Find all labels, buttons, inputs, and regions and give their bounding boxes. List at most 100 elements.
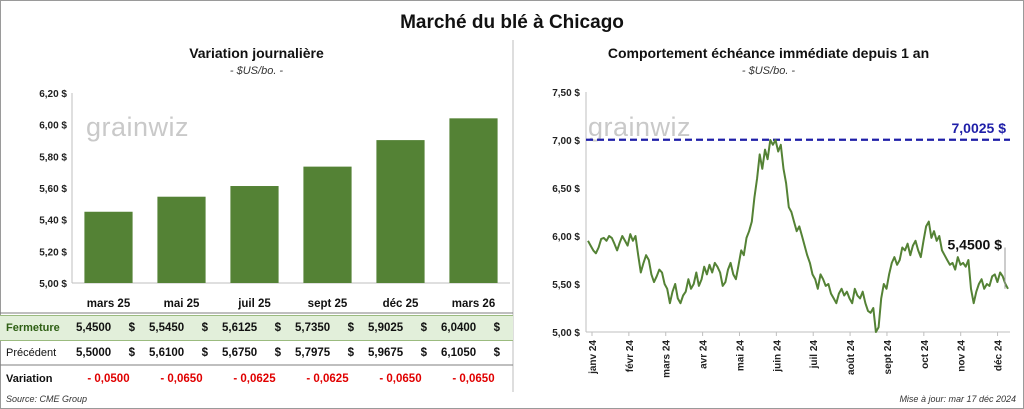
line-x-tick-label: janv 24 — [588, 340, 599, 375]
currency-sign: $ — [274, 347, 281, 359]
table-cell-value: - 0,0625 — [233, 373, 276, 385]
table-column-header: juil 25 — [237, 298, 271, 310]
table-row-label: Fermeture — [6, 322, 60, 334]
table-cell-value: 5,9025 — [368, 322, 404, 334]
table-cell-value: 6,0400 — [441, 322, 477, 334]
watermark-left: grainwiz — [86, 112, 190, 142]
line-y-tick-label: 5,50 $ — [552, 280, 580, 291]
currency-sign: $ — [347, 322, 354, 334]
line-x-tick-label: mars 24 — [662, 340, 673, 378]
table-column-header: mars 26 — [452, 298, 495, 310]
bar-y-tick-label: 6,20 $ — [39, 89, 67, 100]
currency-sign: $ — [201, 347, 208, 359]
table-cell: - 0,0650 — [441, 367, 506, 391]
table-row-precedent: Précédent 5,5000 $5,6100 $5,6750 $5,7975 $5,9… — [0, 341, 513, 365]
table-column-header: mars 25 — [87, 298, 131, 310]
left-chart-title: Variation journalière — [189, 45, 324, 61]
line-y-tick-label: 5,00 $ — [552, 328, 580, 339]
table-cell-value: 6,1050 — [441, 347, 477, 359]
bar — [303, 166, 352, 283]
table-column-header: mai 25 — [164, 298, 200, 310]
bar — [157, 196, 206, 283]
table-cell-value: 5,6100 — [149, 347, 185, 359]
table-cell: 6,1050 $ — [441, 341, 506, 365]
currency-sign: $ — [420, 322, 427, 334]
left-chart-unit: - $US/bo. - — [229, 65, 284, 77]
line-x-tick-label: oct 24 — [920, 340, 931, 369]
table-cell: - 0,0625 — [295, 367, 360, 391]
bar — [376, 140, 425, 283]
bar-y-tick-label: 5,40 $ — [39, 216, 67, 227]
table-row-fermeture: Fermeture 5,4500 $5,5450 $5,6125 $5,7350 $5,9… — [0, 315, 513, 341]
table-cell: 5,7975 $ — [295, 341, 360, 365]
table-cell: 5,6750 $ — [222, 341, 287, 365]
table-row-label: Précédent — [6, 347, 57, 359]
line-x-tick-label: nov 24 — [957, 340, 968, 372]
table-cell-value: 5,4500 — [76, 322, 112, 334]
table-row-label: Variation — [6, 373, 53, 385]
table-column-header: déc 25 — [383, 298, 419, 310]
bar — [449, 118, 498, 283]
page-title: Marché du blé à Chicago — [400, 12, 624, 33]
table-cell: 5,9025 $ — [368, 316, 433, 340]
bar-y-tick-label: 5,20 $ — [39, 247, 67, 258]
currency-sign: $ — [128, 322, 135, 334]
table-cell: 5,6100 $ — [149, 341, 214, 365]
bar-y-tick-label: 5,60 $ — [39, 184, 67, 195]
table-cell: - 0,0500 — [76, 367, 141, 391]
line-x-tick-label: sept 24 — [883, 340, 894, 375]
table-row-variation: Variation - 0,0500 - 0,0650 - 0,0625 - 0,062… — [0, 367, 513, 391]
currency-sign: $ — [274, 322, 281, 334]
table-cell-value: - 0,0500 — [87, 373, 130, 385]
line-x-tick-label: févr 24 — [625, 340, 636, 373]
price-series-line — [587, 139, 1009, 333]
table-cell: - 0,0650 — [149, 367, 214, 391]
table-cell-value: 5,5000 — [76, 347, 112, 359]
currency-sign: $ — [201, 322, 208, 334]
line-x-tick-label: avr 24 — [699, 340, 710, 369]
currency-sign: $ — [493, 347, 500, 359]
table-cell-value: 5,5450 — [149, 322, 185, 334]
table-cell-value: - 0,0650 — [379, 373, 422, 385]
currency-sign: $ — [420, 347, 427, 359]
bar-y-tick-label: 5,80 $ — [39, 152, 67, 163]
line-x-tick-label: déc 24 — [994, 340, 1005, 372]
line-x-tick-label: juin 24 — [772, 340, 783, 373]
currency-sign: $ — [493, 322, 500, 334]
right-chart-title: Comportement échéance immédiate depuis 1… — [607, 45, 930, 61]
table-cell-value: - 0,0650 — [452, 373, 495, 385]
table-cell-value: 5,9675 — [368, 347, 404, 359]
table-cell: - 0,0625 — [222, 367, 287, 391]
line-y-tick-label: 7,00 $ — [552, 136, 580, 147]
bar-y-tick-label: 6,00 $ — [39, 121, 67, 132]
line-x-tick-label: août 24 — [846, 340, 857, 375]
table-cell: 5,5000 $ — [76, 341, 141, 365]
table-cell: 5,6125 $ — [222, 316, 287, 340]
max-value-label: 7,0025 $ — [952, 120, 1007, 136]
table-cell: 5,7350 $ — [295, 316, 360, 340]
line-y-tick-label: 6,00 $ — [552, 232, 580, 243]
line-y-tick-label: 7,50 $ — [552, 88, 580, 99]
right-chart-unit: - $US/bo. - — [741, 65, 796, 77]
table-cell-value: 5,7350 — [295, 322, 331, 334]
table-cell-value: - 0,0625 — [306, 373, 349, 385]
currency-sign: $ — [347, 347, 354, 359]
line-y-tick-label: 6,50 $ — [552, 184, 580, 195]
table-cell: 5,5450 $ — [149, 316, 214, 340]
bar — [84, 211, 133, 283]
table-cell-value: 5,6750 — [222, 347, 258, 359]
bar-y-tick-label: 5,00 $ — [39, 279, 67, 290]
table-cell-value: - 0,0650 — [160, 373, 203, 385]
line-x-tick-label: mai 24 — [735, 340, 746, 372]
table-cell-value: 5,7975 — [295, 347, 331, 359]
table-cell: 5,9675 $ — [368, 341, 433, 365]
table-cell: 6,0400 $ — [441, 316, 506, 340]
table-column-header: sept 25 — [308, 298, 348, 310]
bar — [230, 186, 279, 283]
table-cell: - 0,0650 — [368, 367, 433, 391]
source-note: Source: CME Group — [6, 394, 88, 404]
table-cell-value: 5,6125 — [222, 322, 258, 334]
currency-sign: $ — [128, 347, 135, 359]
update-note: Mise à jour: mar 17 déc 2024 — [899, 394, 1016, 404]
